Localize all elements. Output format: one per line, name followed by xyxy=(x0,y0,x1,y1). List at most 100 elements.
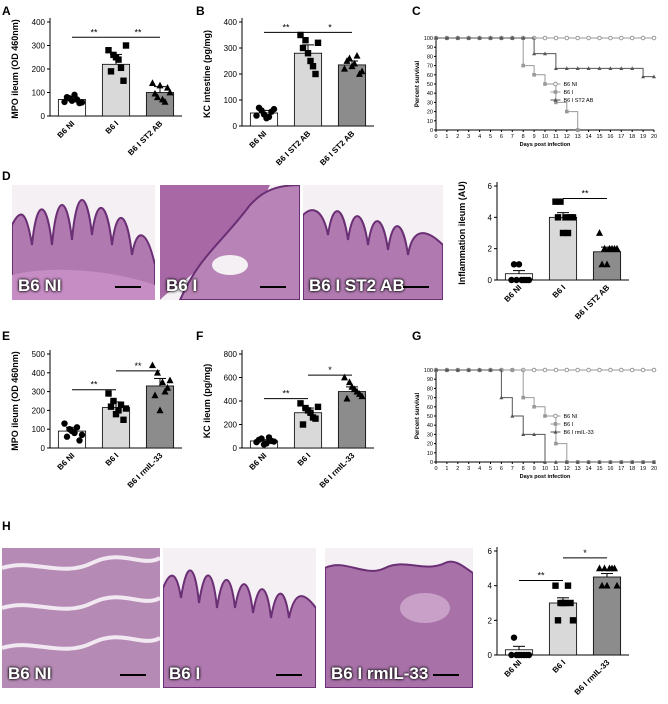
y-tick-label: 30 xyxy=(427,432,433,438)
survival-marker xyxy=(575,128,580,132)
x-tick-label: B6 NI xyxy=(248,451,269,472)
data-point xyxy=(520,651,528,659)
survival-marker xyxy=(586,66,591,70)
x-tick-label: 10 xyxy=(542,134,548,140)
y-tick-label: 0 xyxy=(430,128,433,134)
survival-marker xyxy=(564,367,570,373)
legend-label: B6 NI xyxy=(563,414,577,420)
tissue-image xyxy=(303,185,443,300)
survival-marker xyxy=(575,66,580,70)
data-point xyxy=(299,44,307,52)
y-tick-label: 0 xyxy=(430,460,433,466)
y-tick-label: 20 xyxy=(427,110,433,116)
data-point xyxy=(348,62,356,70)
y-axis-label: Percent survival xyxy=(415,392,421,439)
survival-marker xyxy=(586,459,591,464)
y-tick-label: 100 xyxy=(32,89,46,98)
survival-marker xyxy=(434,367,438,372)
survival-marker xyxy=(510,413,515,418)
survival-marker xyxy=(608,66,613,70)
x-tick-label: 19 xyxy=(640,466,646,472)
bar xyxy=(293,52,323,127)
data-point xyxy=(515,651,523,659)
y-tick-label: 90 xyxy=(427,45,433,51)
survival-marker xyxy=(608,459,613,464)
survival-marker xyxy=(543,459,547,464)
x-tick-label: 9 xyxy=(533,134,536,140)
legend-marker xyxy=(553,422,558,426)
data-point xyxy=(559,229,567,237)
scale-bar xyxy=(120,674,146,676)
x-tick-label: 6 xyxy=(500,466,503,472)
survival-marker xyxy=(586,35,591,41)
photo-label: B6 NI xyxy=(8,664,52,683)
panel-letter-g: G xyxy=(412,329,421,343)
data-point xyxy=(515,261,523,268)
data-point xyxy=(122,42,130,49)
histology-image-d-i: B6 I xyxy=(160,185,300,300)
scale-bar xyxy=(403,286,429,288)
data-point xyxy=(153,93,162,101)
y-tick-label: 200 xyxy=(32,406,46,415)
y-tick-label: 400 xyxy=(32,18,46,27)
y-tick-label: 200 xyxy=(224,421,238,430)
data-point xyxy=(151,391,159,399)
x-tick-label: 12 xyxy=(564,134,570,140)
data-point xyxy=(78,99,86,106)
survival-marker xyxy=(619,35,624,41)
survival-marker xyxy=(521,395,525,400)
bar-chart-d: 0 2 4 6 Inflammation ileum (AU) B6 NI B6 I B6 I… xyxy=(457,181,629,321)
survival-marker xyxy=(434,35,438,40)
histology-image-d-st2ab: B6 I ST2 AB xyxy=(303,185,443,300)
y-tick-label: 300 xyxy=(32,42,46,51)
data-point xyxy=(270,438,278,445)
survival-marker xyxy=(597,459,602,464)
survival-marker xyxy=(564,66,569,70)
data-point xyxy=(595,229,604,236)
x-tick-label: B6 I rmIL-33 xyxy=(318,451,357,490)
photo-label: B6 I xyxy=(166,276,198,295)
survival-marker xyxy=(619,459,624,464)
bar xyxy=(145,92,175,117)
y-tick-label: 10 xyxy=(427,451,433,457)
data-point xyxy=(554,214,562,221)
data-point xyxy=(156,81,164,89)
data-point xyxy=(105,47,112,54)
data-point xyxy=(260,111,268,118)
survival-marker xyxy=(575,459,580,464)
y-tick-label: 70 xyxy=(427,64,433,70)
panel-letter-a: A xyxy=(2,4,11,18)
x-tick-label: B6 NI xyxy=(503,283,524,304)
x-tick-label: B6 I rmIL-33 xyxy=(573,658,612,697)
y-axis-label: MPO ileum (OD 460nm) xyxy=(10,351,20,451)
data-point xyxy=(163,83,172,91)
data-point xyxy=(302,37,309,44)
survival-marker xyxy=(455,35,460,40)
x-tick-label: 14 xyxy=(586,466,592,472)
survival-marker xyxy=(608,35,613,41)
x-tick-label: B6 I xyxy=(296,451,313,468)
survival-marker xyxy=(455,367,460,372)
data-point xyxy=(525,276,533,284)
x-tick-label: 16 xyxy=(607,134,613,140)
histology-image-h-ni: B6 NI xyxy=(2,548,160,688)
data-point xyxy=(71,91,78,99)
legend-marker xyxy=(553,429,558,434)
survival-marker xyxy=(564,35,570,41)
data-point xyxy=(63,94,71,101)
data-point xyxy=(613,581,621,589)
data-point xyxy=(358,392,366,400)
data-point xyxy=(309,414,317,421)
y-tick-label: 0 xyxy=(41,112,46,121)
data-point xyxy=(608,244,616,252)
survival-marker xyxy=(629,35,635,41)
tissue-image xyxy=(160,185,300,300)
y-tick-label: 400 xyxy=(32,369,46,378)
data-point xyxy=(513,276,520,284)
bar xyxy=(592,576,622,656)
y-tick-label: 40 xyxy=(427,91,433,97)
data-point xyxy=(510,261,518,268)
data-point xyxy=(307,57,314,65)
y-axis-label: KC ileum (pg/mg) xyxy=(202,364,212,439)
